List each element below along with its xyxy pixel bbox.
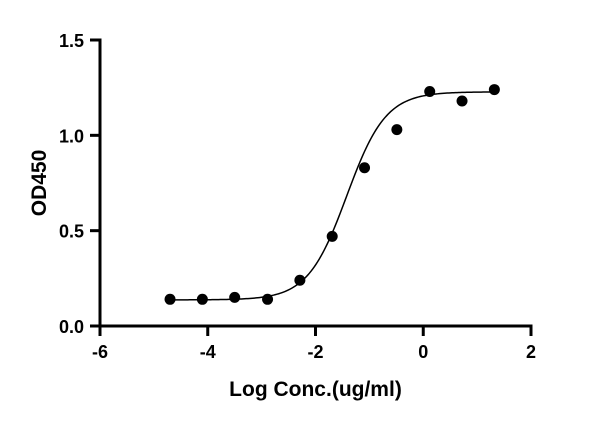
data-point: [391, 124, 403, 136]
data-point: [424, 85, 436, 97]
data-points: [164, 84, 500, 305]
data-point: [359, 162, 371, 174]
fit-curve: [170, 91, 495, 301]
x-tick-label: 2: [526, 342, 536, 362]
y-tick-label: 0.5: [59, 222, 84, 242]
x-tick-label: -4: [200, 342, 216, 362]
data-point: [294, 274, 306, 286]
y-tick-label: 0.0: [59, 317, 84, 337]
y-ticks: 0.0 0.5 1.0 1.5: [59, 31, 100, 337]
x-ticks: -6 -4 -2 0 2: [92, 326, 536, 362]
y-tick-label: 1.5: [59, 31, 84, 51]
axes: -6 -4 -2 0 2 0.0 0.5 1.0 1.5: [59, 31, 536, 362]
data-point: [196, 293, 208, 305]
y-tick-label: 1.0: [59, 126, 84, 146]
data-point: [326, 230, 338, 242]
y-axis-title: OD450: [28, 150, 51, 217]
data-point: [164, 293, 176, 305]
data-point: [488, 84, 500, 96]
data-point: [456, 95, 468, 107]
data-point: [262, 293, 274, 305]
x-tick-label: 0: [418, 342, 428, 362]
x-tick-label: -2: [307, 342, 323, 362]
data-point: [229, 291, 241, 303]
x-axis-title: Log Conc.(ug/ml): [229, 378, 402, 401]
x-tick-label: -6: [92, 342, 108, 362]
